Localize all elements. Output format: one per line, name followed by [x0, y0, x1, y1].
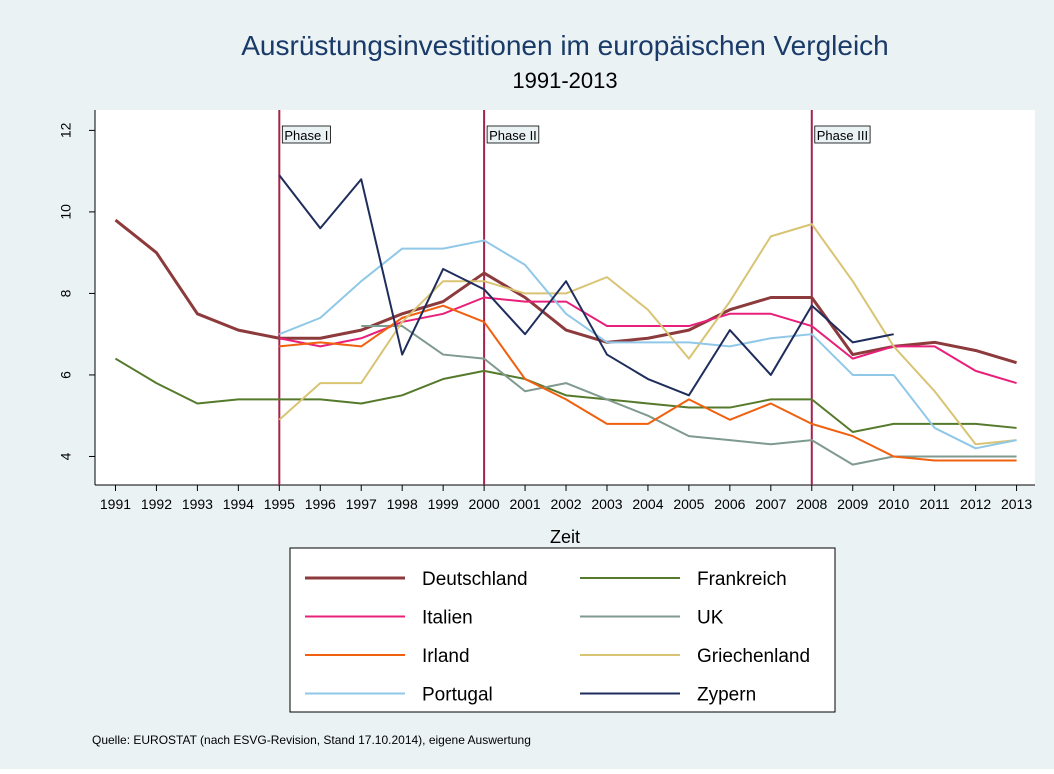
- series-line: [114, 218, 1017, 365]
- series-line: [114, 357, 1017, 434]
- x-tick-label: 2006: [714, 496, 745, 512]
- source-note: Quelle: EUROSTAT (nach ESVG-Revision, St…: [92, 733, 531, 747]
- x-axis-label: Zeit: [550, 527, 580, 547]
- x-tick-label: 2013: [1001, 496, 1032, 512]
- y-tick-label: 8: [58, 289, 74, 297]
- x-tick-label: 1996: [305, 496, 336, 512]
- series-line: [361, 325, 1017, 466]
- x-tick-label: 2001: [509, 496, 540, 512]
- x-tick-label: 2000: [469, 496, 500, 512]
- y-tick-label: 12: [58, 122, 74, 138]
- x-tick-label: 2010: [878, 496, 909, 512]
- x-tick-label: 2007: [755, 496, 786, 512]
- x-tick-label: 2011: [920, 496, 950, 512]
- series-line: [278, 223, 1017, 446]
- y-tick-label: 4: [58, 452, 74, 460]
- x-tick-label: 2008: [796, 496, 827, 512]
- x-tick-label: 1998: [387, 496, 418, 512]
- plot-area: [95, 110, 1035, 485]
- x-tick-label: 1992: [141, 496, 172, 512]
- legend-label: Italien: [422, 608, 473, 629]
- series-line: [279, 304, 1017, 462]
- x-tick-label: 2012: [960, 496, 991, 512]
- phase-label-box: [814, 125, 871, 144]
- phase-label-box: [281, 125, 331, 144]
- phase-label: Phase II: [489, 128, 537, 143]
- phase-label: Phase III: [817, 128, 868, 143]
- legend-label: UK: [697, 608, 724, 629]
- x-tick-label: 1991: [100, 496, 131, 512]
- phase-label: Phase I: [284, 128, 328, 143]
- phase-label-box: [486, 125, 540, 144]
- series-line: [278, 174, 894, 397]
- x-tick-label: 1999: [428, 496, 459, 512]
- x-tick-label: 1994: [223, 496, 254, 512]
- legend: [289, 547, 836, 713]
- x-tick-label: 1995: [264, 496, 295, 512]
- chart-subtitle: 1991-2013: [512, 68, 617, 93]
- x-tick-label: 2004: [632, 496, 663, 512]
- legend-label: Deutschland: [422, 569, 528, 590]
- legend-label: Frankreich: [697, 569, 787, 590]
- series-line: [278, 239, 1017, 450]
- legend-label: Zypern: [697, 685, 756, 706]
- legend-label: Irland: [422, 646, 470, 667]
- x-tick-label: 2003: [591, 496, 622, 512]
- legend-label: Portugal: [422, 685, 493, 706]
- x-tick-label: 1993: [182, 496, 213, 512]
- y-tick-label: 10: [58, 204, 74, 220]
- chart-title: Ausrüstungsinvestitionen im europäischen…: [241, 30, 889, 61]
- x-tick-label: 2009: [837, 496, 868, 512]
- x-tick-label: 1997: [346, 496, 377, 512]
- legend-label: Griechenland: [697, 646, 810, 667]
- x-tick-label: 2002: [550, 496, 581, 512]
- y-tick-label: 6: [58, 371, 74, 379]
- x-tick-label: 2005: [673, 496, 704, 512]
